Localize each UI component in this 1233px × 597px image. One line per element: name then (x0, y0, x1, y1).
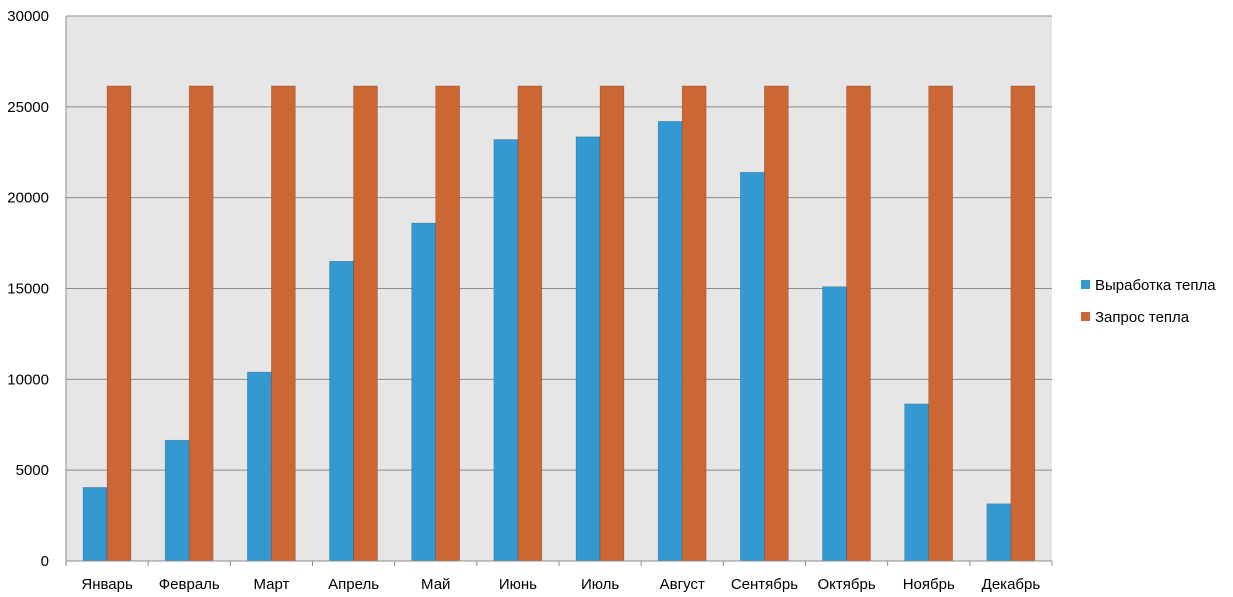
x-tick-label: Июнь (499, 576, 537, 593)
bar-heat-demand (517, 85, 543, 562)
bar-heat-output (247, 371, 272, 562)
x-tick-label: Январь (81, 576, 133, 593)
y-tick-label: 10000 (7, 371, 49, 388)
x-tick-label: Июль (581, 576, 619, 593)
y-tick-label: 20000 (7, 190, 49, 207)
bar-heat-output (164, 439, 190, 562)
x-tick-label: Сентябрь (731, 576, 798, 593)
x-tick-label: Октябрь (818, 576, 876, 593)
y-axis-tick-labels: 0 5000 10000 15000 20000 25000 30000 (7, 8, 49, 570)
x-tick-label: Март (253, 576, 289, 593)
bar-heat-output (822, 286, 847, 562)
bar-heat-output (904, 403, 929, 562)
x-tick-label: Август (660, 576, 705, 593)
y-tick-label: 30000 (7, 8, 49, 25)
bar-heat-demand (435, 85, 460, 562)
bar-heat-demand (846, 85, 871, 562)
y-tick-label: 0 (41, 553, 49, 570)
x-tick-label: Апрель (328, 576, 379, 593)
bar-heat-demand (681, 85, 707, 562)
bar-heat-demand (599, 85, 625, 562)
y-tick-label: 15000 (7, 281, 49, 298)
bar-series (82, 85, 1036, 562)
bar-heat-demand (188, 85, 214, 562)
legend-label: Запрос тепла (1095, 309, 1190, 326)
x-tick-label: Февраль (159, 576, 220, 593)
y-tick-label: 5000 (16, 462, 49, 479)
bar-heat-output (82, 487, 108, 562)
legend: Выработка тепла Запрос тепла (1081, 277, 1216, 326)
bar-heat-demand (353, 85, 378, 562)
x-axis-tick-labels: Январь Февраль Март Апрель Май Июнь Июль Август… (81, 576, 1040, 593)
legend-swatch (1081, 312, 1090, 321)
bar-heat-demand (928, 85, 953, 562)
bar-heat-output (493, 139, 519, 562)
bar-heat-demand (106, 85, 132, 562)
gridlines (66, 15, 1052, 471)
bar-heat-demand (764, 85, 789, 562)
bar-heat-output (411, 222, 436, 562)
x-tick-label: Май (421, 576, 450, 593)
legend-swatch (1081, 280, 1090, 289)
bar-heat-demand (271, 85, 296, 562)
y-tick-label: 25000 (7, 99, 49, 116)
bar-heat-demand (1010, 85, 1036, 562)
bar-heat-output (657, 121, 683, 562)
x-tick-label: Декабрь (982, 576, 1041, 593)
bar-heat-output (329, 260, 354, 562)
axes (65, 16, 1053, 566)
bar-heat-output (740, 171, 765, 562)
bar-heat-output (575, 136, 601, 562)
legend-label: Выработка тепла (1095, 277, 1216, 294)
bar-heat-output (986, 503, 1012, 562)
x-tick-label: Ноябрь (903, 576, 955, 593)
